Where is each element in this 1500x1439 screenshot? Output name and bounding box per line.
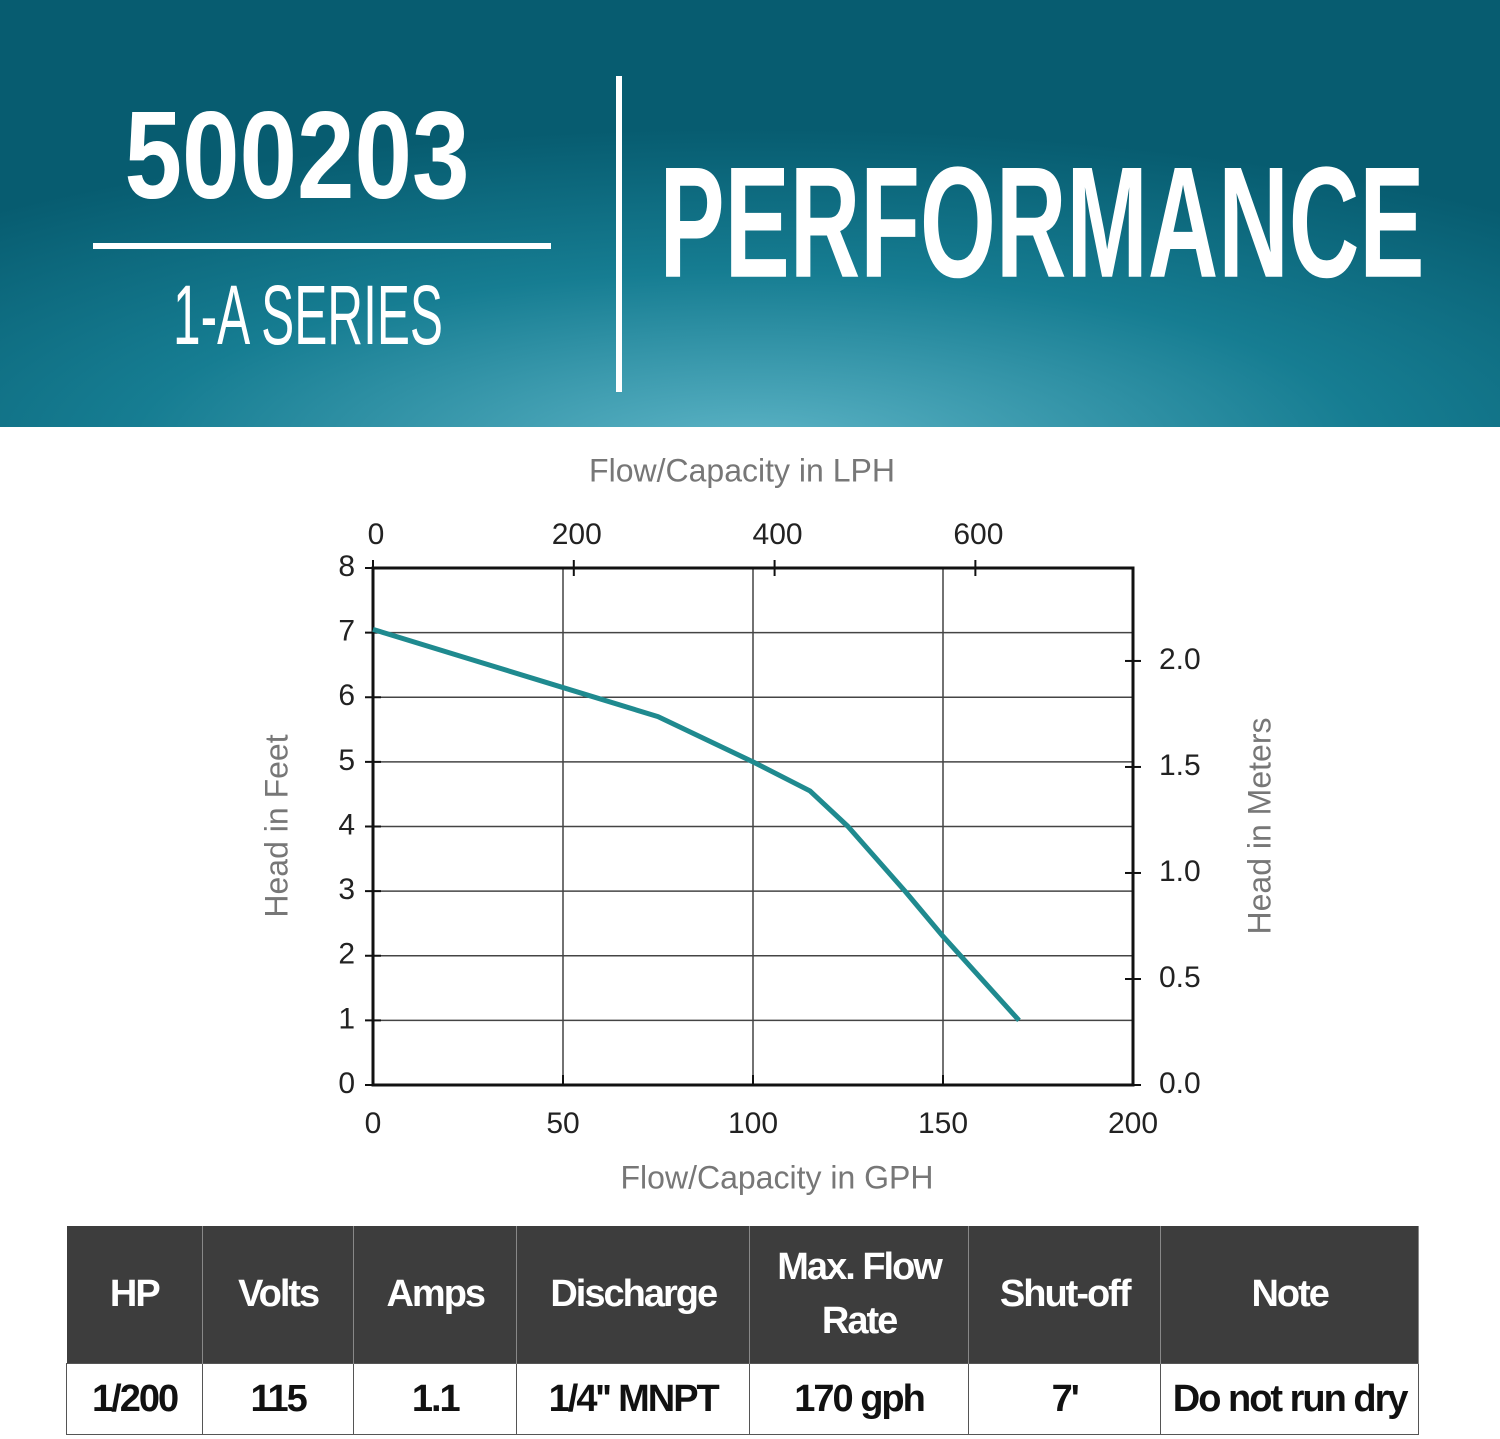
divider	[616, 76, 622, 392]
y2-tick-label: 2.0	[1159, 643, 1201, 676]
column-header: Amps	[353, 1226, 518, 1364]
y-tick-label: 5	[338, 744, 355, 777]
model-number: 500203	[125, 87, 470, 225]
y2-tick-label: 0.0	[1159, 1067, 1201, 1100]
y-tick-label: 2	[338, 938, 355, 971]
banner	[0, 0, 1500, 427]
table-cell: Do not run dry	[1160, 1363, 1419, 1435]
y2-tick-label: 1.5	[1159, 749, 1201, 782]
series-name: 1-A SERIES	[173, 268, 443, 362]
y2-tick-label: 1.0	[1159, 855, 1201, 888]
y-tick-label: 6	[338, 679, 355, 712]
y-tick-label: 3	[338, 873, 355, 906]
x-tick-label: 200	[1108, 1107, 1158, 1140]
table-header-row: HP Volts Amps Discharge Max. Flow Rate Shut-o…	[66, 1226, 1419, 1364]
y-axis-title: Head in Feet	[258, 734, 294, 917]
plot-frame	[371, 566, 1135, 1087]
column-header: HP	[66, 1226, 204, 1364]
column-header: Note	[1160, 1226, 1419, 1364]
x-tick-label: 150	[918, 1107, 968, 1140]
y2-tick-label: 0.5	[1159, 961, 1201, 994]
x2-tick-label: 400	[753, 518, 803, 551]
table-cell: 7'	[968, 1363, 1162, 1435]
y2-axis-title: Head in Meters	[1241, 718, 1277, 935]
x2-axis-title: Flow/Capacity in LPH	[589, 452, 895, 488]
x2-tick-label: 200	[552, 518, 602, 551]
column-header: Discharge	[516, 1226, 751, 1364]
table-data-row: 1/200 115 1.1 1/4'' MNPT 170 gph 7' Do not run…	[65, 1363, 1419, 1435]
x-axis-title: Flow/Capacity in GPH	[621, 1159, 934, 1195]
spec-table: HP Volts Amps Discharge Max. Flow Rate Shut-o…	[65, 1226, 1419, 1435]
banner-title: PERFORMANCE	[660, 135, 1425, 311]
x-tick-label: 100	[728, 1107, 778, 1140]
y-tick-label: 8	[338, 550, 355, 583]
column-header: Volts	[202, 1226, 355, 1364]
column-header: Max. Flow Rate	[749, 1226, 970, 1364]
y-tick-label: 0	[338, 1067, 355, 1100]
x-tick-label: 50	[546, 1107, 579, 1140]
underline	[93, 243, 551, 249]
y-tick-label: 1	[338, 1002, 355, 1035]
table-cell: 1/200	[65, 1363, 204, 1435]
table-cell: 115	[202, 1363, 355, 1435]
table-cell: 1.1	[353, 1363, 518, 1435]
x-tick-label: 0	[365, 1107, 382, 1140]
y-tick-label: 4	[338, 808, 355, 841]
table-cell: 170 gph	[749, 1363, 970, 1435]
column-header: Shut-off	[968, 1226, 1162, 1364]
curve	[372, 627, 1021, 1023]
y-tick-label: 7	[338, 615, 355, 648]
table-cell: 1/4'' MNPT	[516, 1363, 751, 1435]
x2-tick-label: 0	[368, 518, 385, 551]
x2-tick-label: 600	[953, 518, 1003, 551]
header-and-chart: 500203 1-A SERIES PERFORMANCE 0 50 100 150 2…	[0, 0, 1500, 1195]
